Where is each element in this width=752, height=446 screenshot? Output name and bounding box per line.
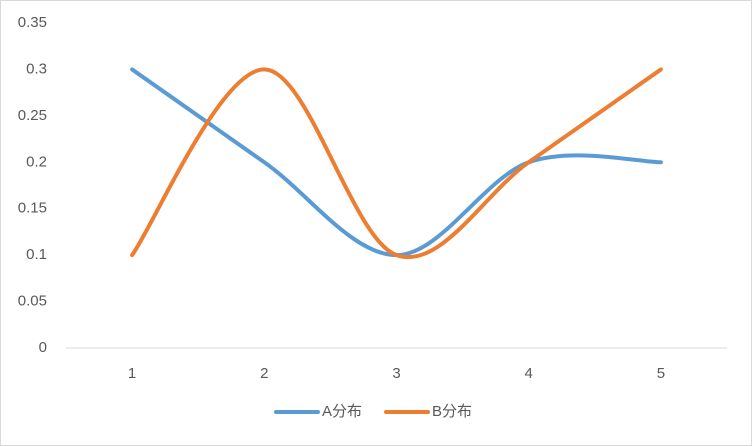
y-tick-label: 0.3 [26, 60, 47, 77]
y-tick-label: 0 [39, 339, 47, 356]
data-line [130, 67, 663, 260]
legend-label: B分布 [432, 403, 472, 420]
x-tick-label: 3 [392, 365, 400, 382]
y-tick-label: 0.25 [18, 107, 47, 124]
x-tick-label: 1 [128, 365, 136, 382]
x-tick-label: 4 [525, 365, 533, 382]
y-tick-label: 0.35 [18, 14, 47, 31]
y-tick-label: 0.05 [18, 293, 47, 310]
legend-label: A分布 [322, 403, 362, 420]
y-tick-label: 0.15 [18, 200, 47, 217]
y-tick-label: 0.2 [26, 153, 47, 170]
x-tick-label: 2 [260, 365, 268, 382]
x-tick-label: 5 [657, 365, 665, 382]
y-tick-label: 0.1 [26, 246, 47, 263]
